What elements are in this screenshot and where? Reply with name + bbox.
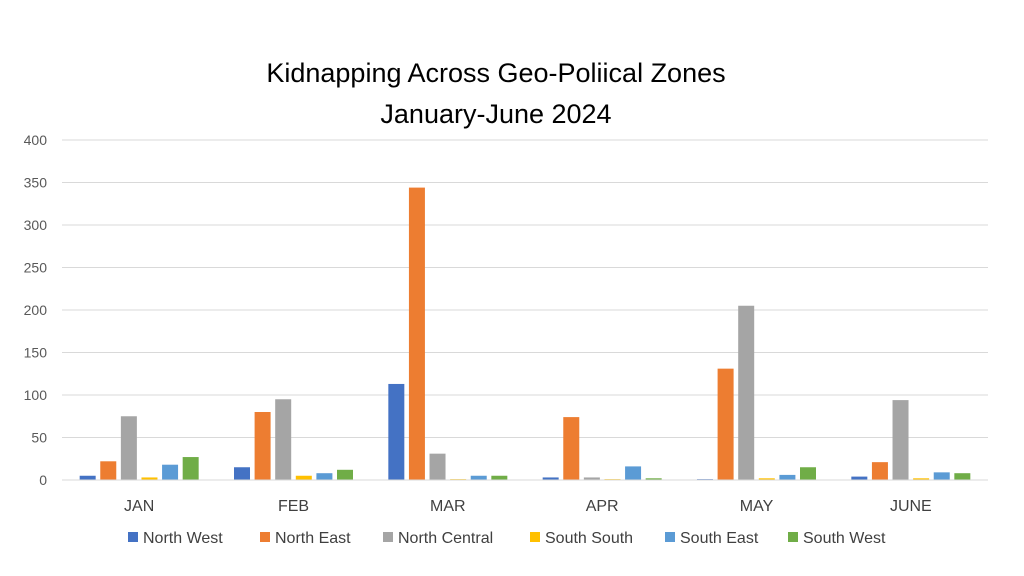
- bar-south-south-feb: [295, 475, 312, 480]
- y-tick-label: 0: [39, 472, 47, 488]
- legend-label: North East: [275, 530, 351, 547]
- bar-south-south-june: [913, 478, 930, 480]
- bar-south-west-mar: [491, 475, 508, 480]
- y-tick-label: 250: [24, 260, 48, 276]
- x-tick-label: MAY: [740, 498, 774, 515]
- y-tick-label: 400: [24, 132, 48, 148]
- bar-north-central-feb: [275, 399, 292, 480]
- y-tick-label: 350: [24, 175, 48, 191]
- bar-north-central-jan: [120, 416, 137, 480]
- legend-swatch: [530, 532, 540, 542]
- legend-label: South West: [803, 530, 886, 547]
- legend-swatch: [788, 532, 798, 542]
- bar-south-south-jan: [141, 477, 158, 480]
- legend-label: North West: [143, 530, 223, 547]
- bar-south-east-may: [779, 474, 796, 480]
- x-tick-label: JUNE: [890, 498, 932, 515]
- bar-north-west-apr: [542, 477, 559, 480]
- legend-item-south-south: South South: [530, 530, 633, 547]
- bar-south-east-mar: [470, 475, 487, 480]
- bar-north-central-may: [738, 305, 755, 480]
- x-tick-label: FEB: [278, 498, 309, 515]
- x-tick-label: MAR: [430, 498, 466, 515]
- y-axis: 0 50 100 150 200 250 300 350 400: [24, 132, 48, 488]
- legend-item-south-west: South West: [788, 530, 886, 547]
- legend-item-north-west: North West: [128, 530, 223, 547]
- bar-north-west-mar: [388, 383, 405, 480]
- y-tick-label: 150: [24, 345, 48, 361]
- y-tick-label: 100: [24, 387, 48, 403]
- legend-swatch: [665, 532, 675, 542]
- legend-label: South East: [680, 530, 759, 547]
- legend-swatch: [260, 532, 270, 542]
- x-tick-label: APR: [586, 498, 619, 515]
- legend-swatch: [128, 532, 138, 542]
- legend-item-north-central: North Central: [383, 530, 493, 547]
- bar-south-south-may: [758, 478, 775, 480]
- legend-swatch: [383, 532, 393, 542]
- bar-south-west-feb: [337, 469, 353, 480]
- y-tick-label: 50: [31, 430, 47, 446]
- legend-label: South South: [545, 530, 633, 547]
- x-tick-label: JAN: [124, 498, 154, 515]
- bar-south-east-jan: [162, 464, 179, 480]
- legend-item-north-east: North East: [260, 530, 351, 547]
- chart-subtitle: January-June 2024: [380, 99, 611, 129]
- y-tick-label: 300: [24, 217, 48, 233]
- bar-south-west-apr: [645, 478, 662, 480]
- bar-north-west-feb: [234, 467, 250, 480]
- bar-south-east-feb: [316, 473, 333, 480]
- bar-north-central-apr: [583, 477, 600, 480]
- bar-south-east-june: [933, 472, 950, 480]
- legend-item-south-east: South East: [665, 530, 759, 547]
- bar-north-central-june: [892, 400, 909, 480]
- bar-south-west-may: [800, 467, 816, 480]
- chart-title: Kidnapping Across Geo-Poliical Zones: [266, 58, 725, 88]
- bar-north-east-jan: [100, 461, 117, 480]
- x-axis: JAN FEB MAR APR MAY JUNE: [124, 498, 932, 515]
- legend: North West North East North Central South S…: [128, 530, 886, 547]
- y-tick-label: 200: [24, 302, 48, 318]
- bar-south-east-apr: [625, 466, 642, 480]
- bar-north-east-apr: [563, 417, 580, 480]
- gridlines: [62, 139, 988, 438]
- bar-south-west-jan: [182, 457, 199, 480]
- bars: [79, 187, 971, 480]
- bar-south-west-june: [954, 473, 971, 480]
- bar-north-east-mar: [408, 187, 425, 480]
- bar-north-east-feb: [254, 412, 271, 480]
- bar-north-east-june: [871, 462, 888, 480]
- bar-north-west-june: [851, 476, 868, 480]
- legend-label: North Central: [398, 530, 493, 547]
- bar-north-west-jan: [79, 475, 96, 480]
- bar-north-east-may: [717, 368, 734, 480]
- bar-north-central-mar: [429, 453, 446, 480]
